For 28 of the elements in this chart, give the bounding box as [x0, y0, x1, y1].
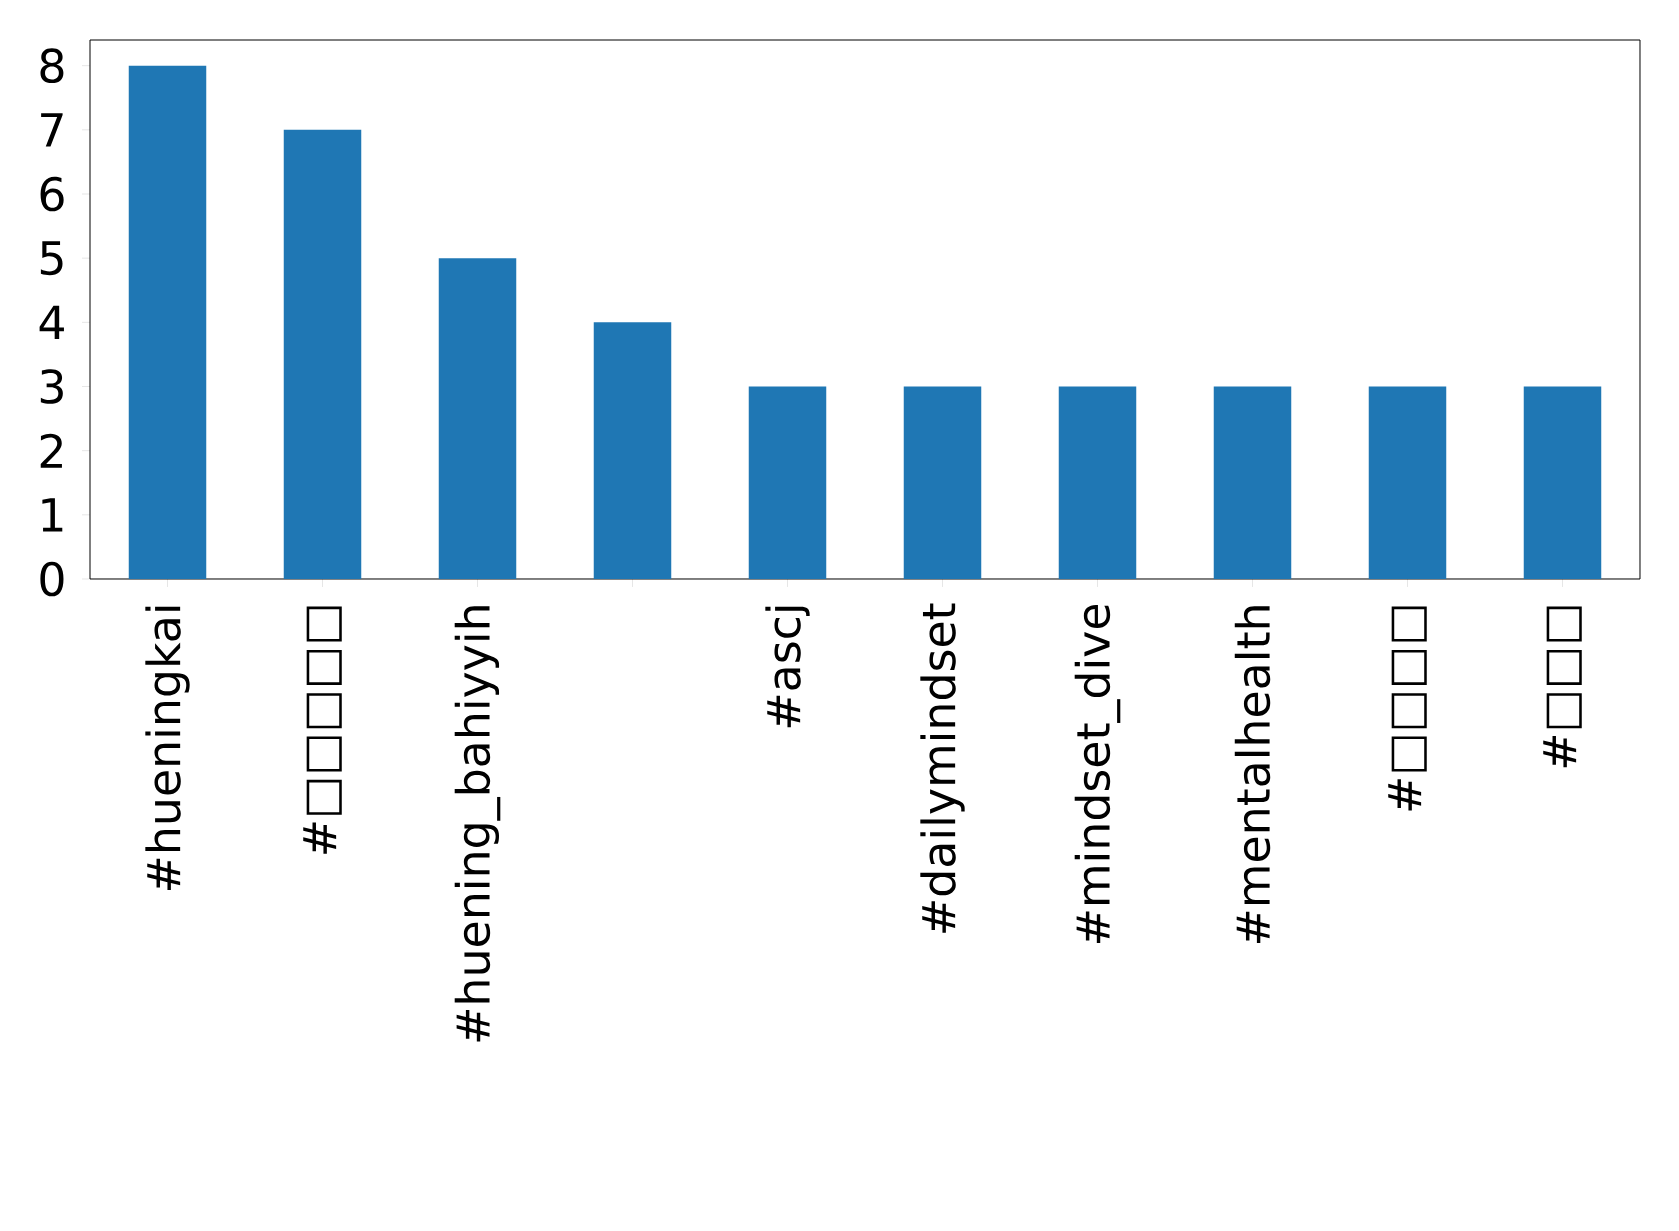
- y-tick-label: 0: [40, 561, 64, 597]
- bar: [128, 65, 207, 579]
- x-tick-label: #huening_bahiyyih: [454, 606, 501, 1042]
- bar: [1058, 386, 1137, 579]
- bar: [748, 386, 827, 579]
- x-tick-label: #□□□: [1543, 606, 1582, 768]
- bar: [593, 322, 672, 579]
- bar: [1368, 386, 1447, 579]
- y-tick-label: 2: [40, 433, 62, 468]
- bar: [283, 129, 362, 579]
- x-tick-label: #ascj: [765, 606, 810, 728]
- x-tick-label: #mindset_dive: [1074, 604, 1121, 943]
- x-tick-label: #mentalhealth: [1234, 606, 1271, 944]
- y-tick-label: 8: [40, 48, 64, 84]
- x-tick-label: #□□□□: [1388, 606, 1427, 811]
- y-tick-label: 4: [39, 305, 64, 340]
- y-tick-label: 6: [40, 176, 64, 212]
- x-tick-label: #□□□□□: [303, 606, 342, 854]
- y-tick-label: 1: [42, 498, 63, 532]
- bar: [1213, 386, 1292, 579]
- y-tick-label: 3: [40, 369, 63, 404]
- bar: [903, 386, 982, 579]
- x-tick-label: #dailymindset: [920, 603, 965, 933]
- y-tick-label: 5: [40, 241, 63, 276]
- x-tick-label: #hueningkai: [145, 606, 190, 891]
- y-tick-label: 7: [41, 113, 63, 147]
- bar: [1523, 386, 1602, 579]
- bar: [438, 258, 517, 579]
